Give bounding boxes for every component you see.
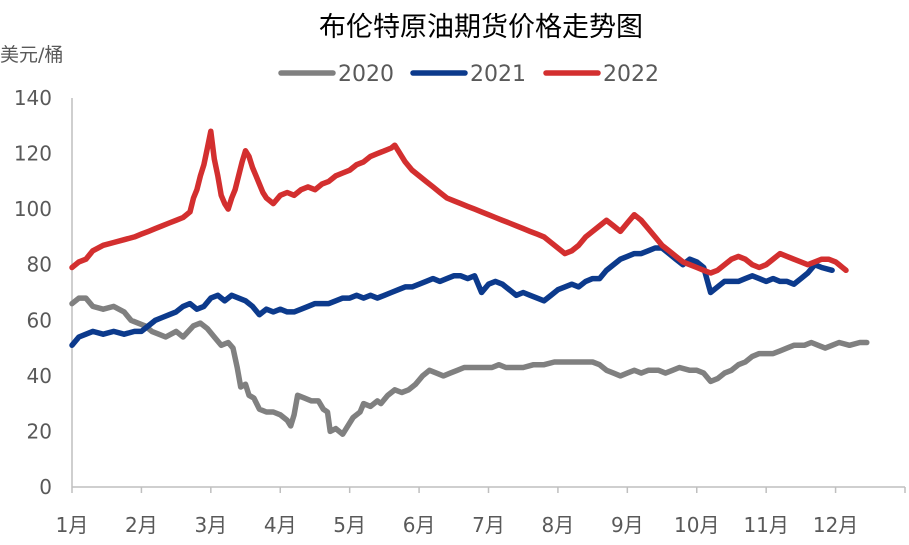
y-tick-label: 80 bbox=[27, 253, 52, 277]
y-axis-label: 美元/桶 bbox=[0, 44, 63, 66]
y-tick-label: 20 bbox=[27, 419, 52, 443]
y-axis: 0 20 40 60 80 100 120 140 bbox=[14, 86, 73, 499]
x-tick-label: 8月 bbox=[542, 513, 575, 537]
legend-item-2021: 2021 bbox=[410, 62, 526, 87]
x-tick-label: 4月 bbox=[264, 513, 297, 537]
series-line-2022 bbox=[69, 128, 849, 276]
series-line-2020 bbox=[69, 295, 870, 437]
x-tick-label: 11月 bbox=[743, 513, 788, 537]
x-tick-label: 12月 bbox=[813, 513, 858, 537]
series-group bbox=[69, 128, 870, 437]
x-tick-label: 9月 bbox=[611, 513, 644, 537]
legend-label: 2022 bbox=[603, 62, 659, 87]
x-tick-label: 2月 bbox=[125, 513, 158, 537]
x-tick-label: 10月 bbox=[674, 513, 719, 537]
legend-item-2022: 2022 bbox=[543, 62, 659, 87]
x-axis: 1月 2月 3月 4月 5月 6月 7月 8月 9月 10月 11月 12月 bbox=[56, 486, 906, 537]
x-tick-label: 1月 bbox=[56, 513, 89, 537]
legend-label: 2020 bbox=[338, 62, 394, 87]
y-tick-label: 0 bbox=[39, 475, 52, 499]
y-tick-label: 60 bbox=[27, 308, 52, 332]
legend-item-2020: 2020 bbox=[278, 62, 394, 87]
x-tick-label: 7月 bbox=[472, 513, 505, 537]
y-tick-label: 100 bbox=[14, 197, 52, 221]
y-tick-label: 40 bbox=[27, 364, 52, 388]
x-tick-label: 5月 bbox=[333, 513, 366, 537]
x-tick-label: 3月 bbox=[194, 513, 227, 537]
legend-label: 2021 bbox=[470, 62, 526, 87]
y-tick-label: 140 bbox=[14, 86, 52, 110]
chart-title: 布伦特原油期货价格走势图 bbox=[319, 12, 643, 43]
legend: 2020 2021 2022 bbox=[278, 62, 659, 87]
x-tick-label: 6月 bbox=[403, 513, 436, 537]
y-tick-label: 120 bbox=[14, 142, 52, 166]
